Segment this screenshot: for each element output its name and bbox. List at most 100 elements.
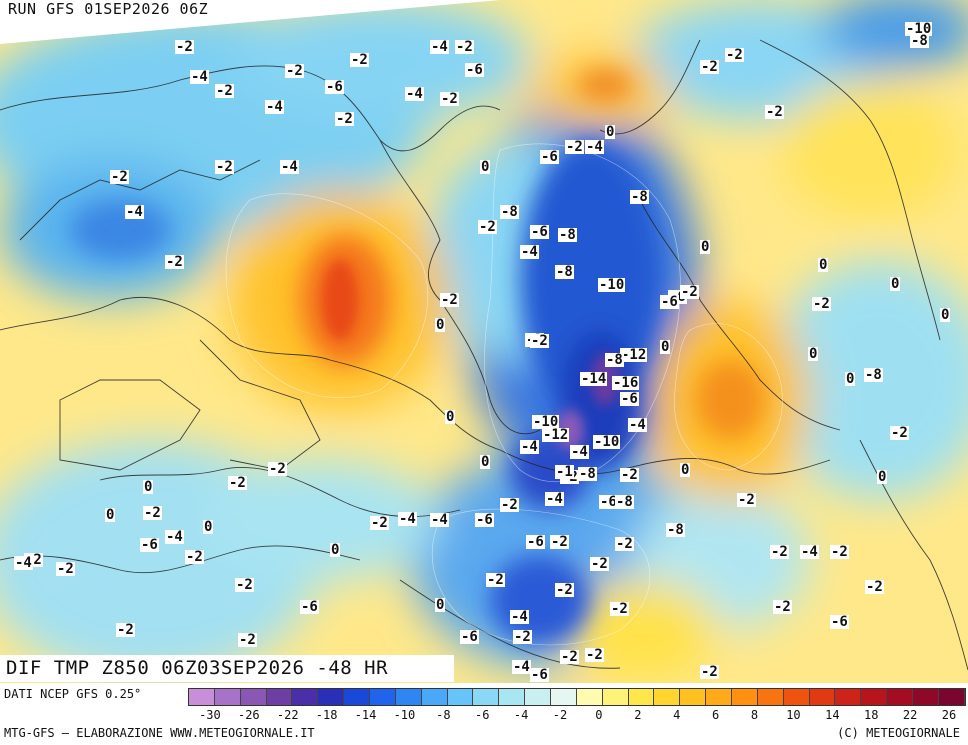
anomaly-value-label: -6 [325, 79, 344, 95]
anomaly-value-label: -6 [620, 391, 639, 407]
legend-swatch [654, 689, 681, 705]
legend-tick-label: 6 [712, 708, 720, 722]
anomaly-value-label: -1 [555, 464, 574, 480]
legend-swatch [706, 689, 733, 705]
anomaly-value-label: -2 [610, 601, 629, 617]
anomaly-value-label: -2 [56, 561, 75, 577]
anomaly-value-label: -4 [800, 544, 819, 560]
legend-swatch [809, 689, 836, 705]
legend-tick-label: -18 [315, 708, 338, 722]
anomaly-value-label: 0 [890, 276, 901, 292]
legend-swatch [525, 689, 552, 705]
anomaly-value-label: 0 [845, 371, 856, 387]
legend-tick-label: -26 [237, 708, 260, 722]
anomaly-value-label: -4 [405, 86, 424, 102]
legend-tick-label: 8 [750, 708, 759, 722]
legend-swatch [938, 689, 965, 705]
legend-swatch [835, 689, 862, 705]
anomaly-value-label: -4 [510, 609, 529, 625]
anomaly-value-label: -4 [628, 417, 647, 433]
anomaly-value-label: -4 [398, 511, 417, 527]
anomaly-value-label: -4 [570, 444, 589, 460]
anomaly-value-label: -4 [265, 99, 284, 115]
anomaly-value-label: 0 [105, 507, 116, 523]
legend-tick-label: -30 [199, 708, 221, 722]
legend-tick-label: 14 [825, 708, 840, 722]
anomaly-value-label: 0 [203, 519, 214, 535]
legend-tick-label: 10 [786, 708, 801, 722]
anomaly-value-label: -8 [500, 204, 519, 220]
anomaly-value-label: -2 [350, 52, 369, 68]
anomaly-value-label: -10 [593, 434, 621, 450]
color-scale-ticks: -30 -26 -22 -18 -14 -10 -8 -6 -4 -2 0 2 4 6 8 10 14 18 22 2… [188, 708, 966, 722]
anomaly-value-label: -8 [615, 494, 634, 510]
anomaly-value-label: -2 [620, 467, 639, 483]
anomaly-value-label: -2 [228, 475, 247, 491]
anomaly-value-label: -2 [865, 579, 884, 595]
anomaly-value-label: -8 [910, 33, 929, 49]
anomaly-value-label: -2 [530, 333, 549, 349]
anomaly-value-label: -2 [555, 582, 574, 598]
legend-tick-label: -22 [276, 708, 299, 722]
anomaly-value-label: -2 [830, 544, 849, 560]
anomaly-value-label: -2 [215, 159, 234, 175]
anomaly-value-label: -2 [700, 664, 719, 680]
product-label: DIF TMP Z850 06Z03SEP2026 -48 HR [0, 655, 454, 682]
anomaly-value-label: -4 [165, 529, 184, 545]
legend-footer: DATI NCEP GFS 0.25° -30 -26 -22 -18 -14 -10 -8… [0, 683, 968, 745]
anomaly-value-label: -2 [773, 599, 792, 615]
legend-swatch [732, 689, 758, 705]
anomaly-value-label: -6 [475, 512, 494, 528]
anomaly-value-label: -2 [680, 284, 699, 300]
anomaly-value-label: -4 [545, 491, 564, 507]
anomaly-value-label: -6 [140, 537, 159, 553]
anomaly-value-label: -2 [550, 534, 569, 550]
anomaly-value-label: -2 [238, 632, 257, 648]
anomaly-value-label: 0 [435, 317, 446, 333]
legend-swatch [499, 689, 526, 705]
anomaly-value-label: -2 [440, 91, 459, 107]
anomaly-value-label: -2 [370, 515, 389, 531]
anomaly-value-label: -4 [512, 659, 531, 675]
legend-swatch [913, 689, 939, 705]
anomaly-value-label: -2 [615, 536, 634, 552]
copyright-credit: (C) METEOGIORNALE [837, 726, 960, 740]
elaboration-credit: MTG-GFS – ELABORAZIONE WWW.METEOGIORNALE… [4, 726, 315, 740]
anomaly-value-label: -2 [175, 39, 194, 55]
temperature-anomaly-map[interactable]: RUN GFS 01SEP2026 06Z -2 -4 -2 -4 -6 -2 -2 -4 -2… [0, 0, 968, 683]
anomaly-value-label: -2 [235, 577, 254, 593]
legend-swatch [395, 689, 422, 705]
anomaly-value-label: -4 [520, 244, 539, 260]
anomaly-value-label: -2 [486, 572, 505, 588]
anomaly-value-label: -2 [268, 461, 287, 477]
anomaly-value-label: -2 [215, 83, 234, 99]
anomaly-value-label: -6 [599, 494, 618, 510]
anomaly-value-label: 0 [330, 542, 341, 558]
anomaly-value-label: -2 [765, 104, 784, 120]
anomaly-value-label: -2 [116, 622, 135, 638]
legend-swatch [473, 689, 500, 705]
anomaly-value-label: 0 [143, 479, 154, 495]
legend-swatch [214, 689, 241, 705]
anomaly-value-label: -4 [520, 439, 539, 455]
map-canvas [0, 0, 968, 683]
anomaly-value-label: 0 [700, 239, 711, 255]
anomaly-value-label: -2 [165, 254, 184, 270]
anomaly-value-label: -10 [532, 414, 560, 430]
legend-swatch [551, 689, 577, 705]
anomaly-value-label: -4 [280, 159, 299, 175]
anomaly-value-label: 0 [680, 462, 691, 478]
anomaly-value-label: -2 [478, 219, 497, 235]
anomaly-value-label: 0 [480, 454, 491, 470]
anomaly-value-label: -6 [460, 629, 479, 645]
run-label: RUN GFS 01SEP2026 06Z [4, 0, 213, 18]
anomaly-value-label: -2 [737, 492, 756, 508]
legend-tick-label: 0 [595, 708, 603, 722]
legend-swatch [783, 689, 810, 705]
anomaly-value-label: 0 [877, 469, 888, 485]
anomaly-value-label: -6 [526, 534, 545, 550]
anomaly-value-label: -2 [335, 111, 354, 127]
anomaly-value-label: -12 [542, 427, 570, 443]
anomaly-value-label: -4 [190, 69, 209, 85]
anomaly-value-label: -2 [700, 59, 719, 75]
